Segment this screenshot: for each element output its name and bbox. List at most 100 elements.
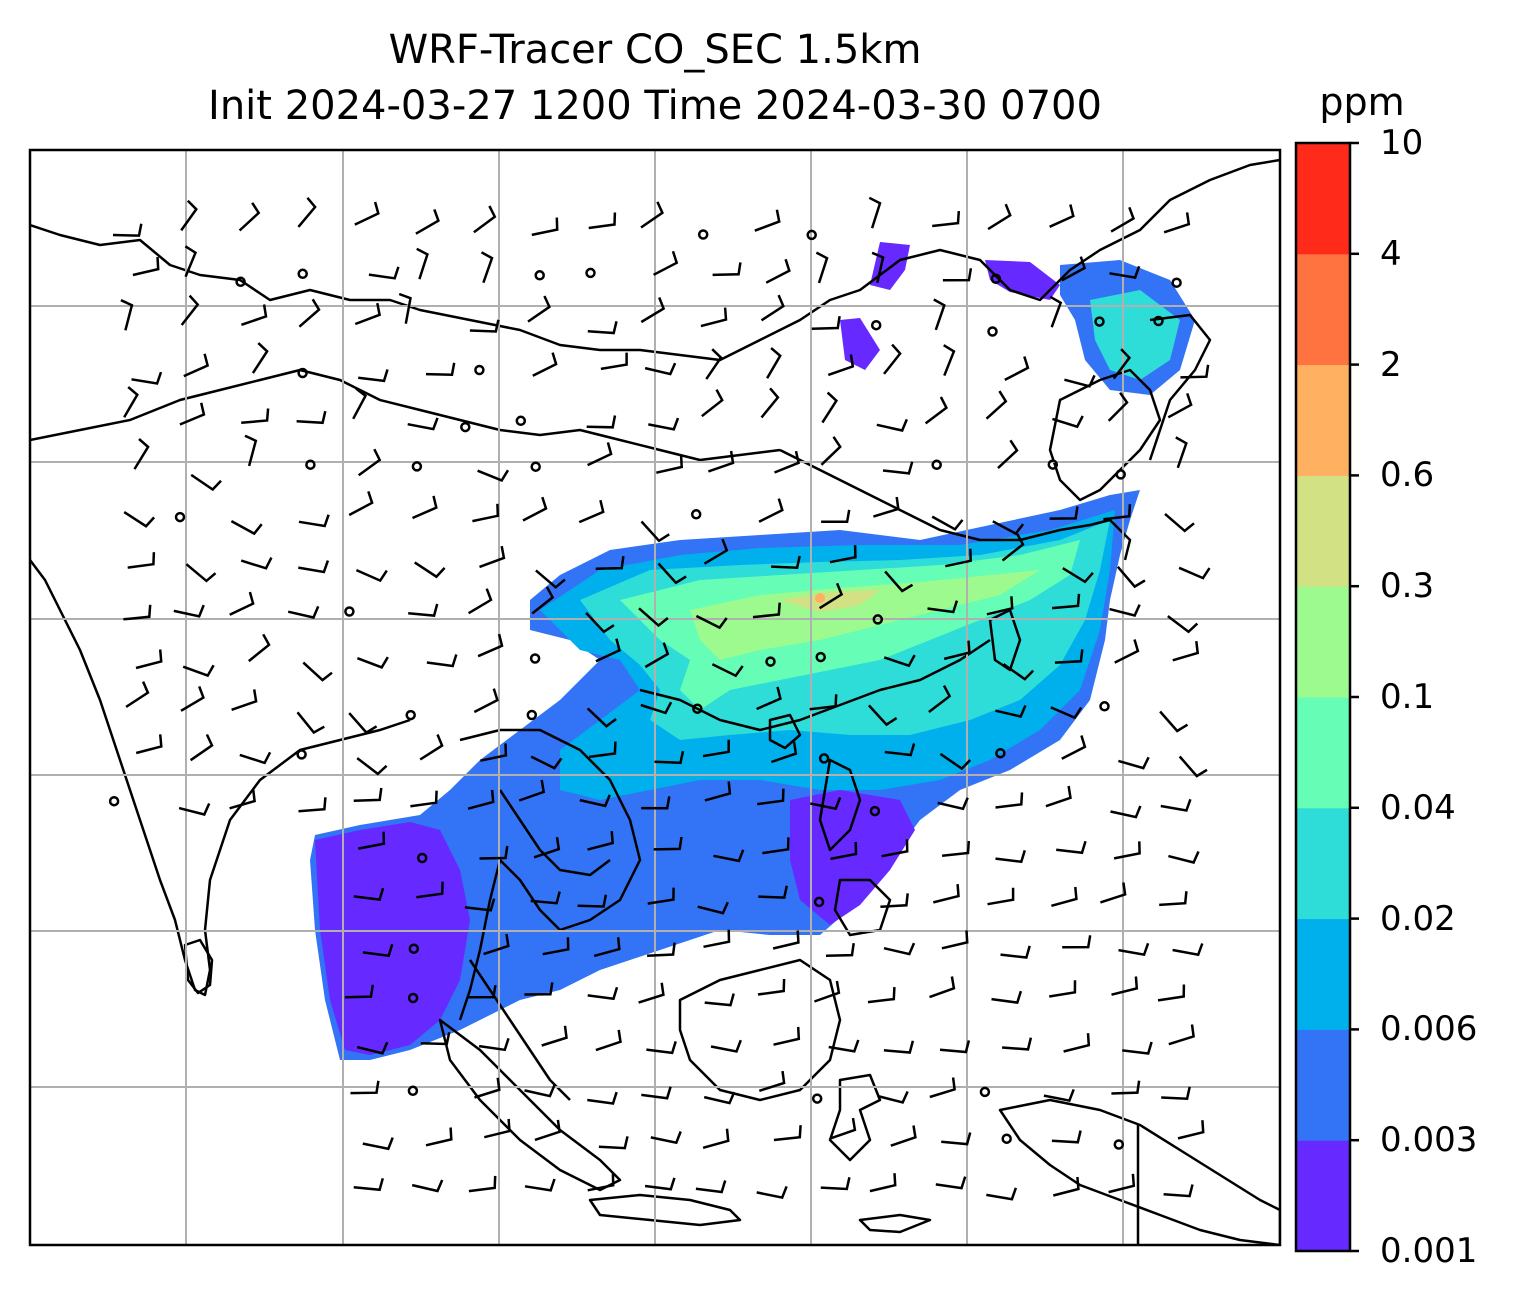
wind-barb bbox=[711, 663, 744, 678]
wind-barb bbox=[473, 205, 497, 234]
wind-barb bbox=[829, 1117, 857, 1140]
wind-barb bbox=[890, 1125, 917, 1147]
wind-barb bbox=[883, 654, 916, 668]
wind-barb bbox=[935, 1176, 967, 1190]
wind-barb bbox=[1168, 1024, 1195, 1046]
calm-circle bbox=[526, 709, 538, 721]
wind-barb bbox=[179, 402, 206, 426]
wind-barb bbox=[112, 223, 143, 237]
wind-barb bbox=[1049, 204, 1075, 228]
wind-barb bbox=[296, 410, 327, 425]
wind-barb bbox=[478, 1038, 510, 1052]
wind-barb bbox=[772, 930, 800, 950]
wind-barb bbox=[929, 1077, 956, 1099]
chart-title-line1: WRF-Tracer CO_SEC 1.5km bbox=[388, 27, 922, 73]
wind-barb bbox=[407, 417, 439, 431]
calm-circle bbox=[407, 1085, 419, 1097]
calm-circle bbox=[1153, 315, 1164, 327]
wind-barb bbox=[127, 552, 156, 569]
wind-barb bbox=[943, 640, 971, 661]
calm-circle bbox=[407, 992, 419, 1004]
calm-circle bbox=[870, 319, 882, 331]
wind-barb bbox=[931, 515, 964, 531]
wind-barb bbox=[355, 568, 388, 583]
wind-barb bbox=[1052, 415, 1084, 429]
wind-barb bbox=[358, 831, 386, 850]
wind-barb bbox=[656, 455, 684, 474]
wind-barb bbox=[586, 415, 617, 429]
wind-barb bbox=[577, 894, 608, 908]
wind-barb bbox=[425, 1127, 453, 1147]
wind-barb bbox=[240, 304, 268, 326]
wind-barb bbox=[362, 943, 394, 958]
wind-barb bbox=[1177, 1120, 1205, 1140]
wind-barb bbox=[712, 262, 742, 277]
wind-barb bbox=[587, 442, 613, 467]
wind-barb bbox=[530, 891, 561, 905]
wind-barb bbox=[937, 797, 969, 811]
wind-barb bbox=[131, 371, 163, 385]
wind-barb bbox=[533, 837, 561, 859]
wind-barb bbox=[881, 839, 909, 858]
wind-barb bbox=[522, 496, 548, 522]
wind-barb bbox=[1163, 1184, 1194, 1198]
wind-barb bbox=[1051, 593, 1081, 610]
wind-barb bbox=[929, 976, 956, 999]
calm-circle bbox=[460, 421, 471, 433]
colorbar-tick-label: 0.02 bbox=[1380, 898, 1456, 939]
wind-barb bbox=[939, 752, 972, 771]
wind-barb bbox=[697, 901, 729, 915]
coastline-taiwan bbox=[988, 608, 1022, 672]
calm-circle bbox=[405, 709, 416, 721]
wind-barb bbox=[1043, 1088, 1075, 1103]
calm-circle bbox=[108, 795, 120, 807]
calm-circle bbox=[296, 749, 307, 760]
wind-barb bbox=[350, 1080, 380, 1095]
wind-barb bbox=[939, 1040, 971, 1054]
calm-circle bbox=[1094, 316, 1105, 327]
wind-barb bbox=[587, 1173, 615, 1192]
wind-barb bbox=[756, 686, 782, 711]
colorbar-tick-label: 0.1 bbox=[1380, 677, 1435, 717]
wind-barb bbox=[928, 685, 952, 713]
calm-circle bbox=[692, 703, 703, 714]
wind-barb bbox=[986, 596, 1014, 616]
wind-barb bbox=[997, 439, 1019, 470]
wind-barb bbox=[707, 450, 735, 473]
wind-barb bbox=[770, 741, 798, 764]
wind-barb bbox=[362, 1137, 394, 1151]
wind-barb bbox=[527, 295, 551, 323]
wind-barb bbox=[473, 688, 499, 714]
calm-circle bbox=[979, 1086, 991, 1098]
wind-barb bbox=[410, 790, 438, 808]
wind-barb bbox=[297, 196, 317, 228]
wind-barb bbox=[653, 836, 683, 851]
wind-barb bbox=[813, 980, 841, 1003]
wind-barb bbox=[869, 1173, 897, 1193]
wind-barb bbox=[348, 712, 378, 735]
wind-barb bbox=[710, 1039, 742, 1053]
wind-barb bbox=[760, 387, 780, 419]
calm-circle bbox=[815, 651, 826, 663]
wind-barb bbox=[1061, 256, 1087, 282]
wind-barb bbox=[241, 408, 270, 425]
wind-barb bbox=[871, 251, 885, 284]
colorbar-tick-label: 4 bbox=[1380, 233, 1402, 274]
wind-barb bbox=[752, 602, 781, 619]
wind-barb bbox=[1167, 392, 1193, 419]
wind-barb bbox=[829, 545, 857, 564]
wind-barb bbox=[467, 985, 497, 999]
wind-barb bbox=[644, 1177, 676, 1191]
calm-circle bbox=[1047, 459, 1059, 470]
wind-barb bbox=[1001, 533, 1025, 562]
wind-barb bbox=[1002, 663, 1035, 681]
wind-barb bbox=[587, 321, 618, 335]
wind-barb bbox=[880, 893, 909, 909]
wind-barb bbox=[467, 588, 493, 615]
wind-barb bbox=[638, 982, 665, 1004]
wind-barb bbox=[942, 268, 973, 282]
wind-barb bbox=[705, 348, 723, 380]
coastline-indochina bbox=[458, 728, 642, 1021]
wind-barb bbox=[173, 604, 205, 618]
calm-circle bbox=[297, 268, 308, 280]
